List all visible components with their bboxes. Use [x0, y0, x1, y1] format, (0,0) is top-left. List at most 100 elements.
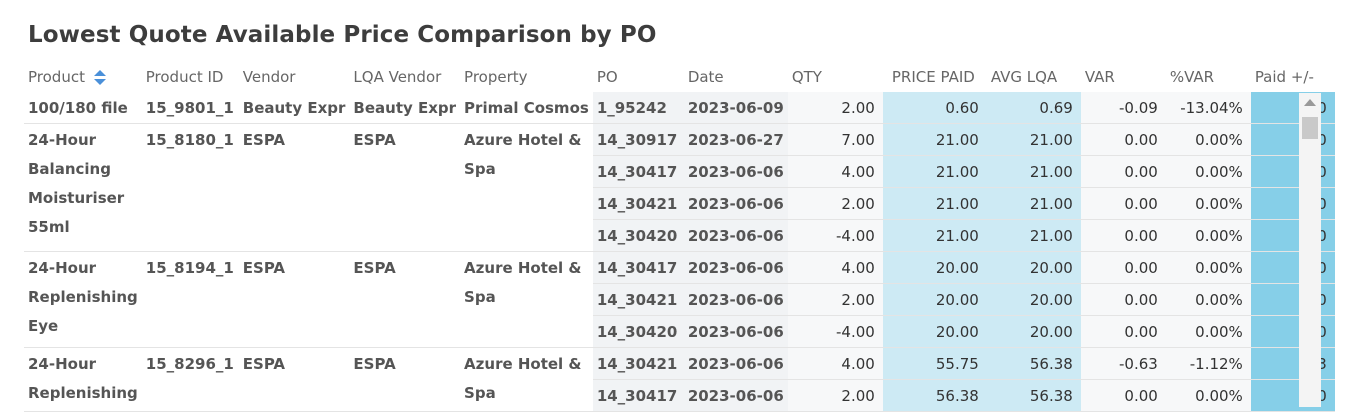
qty-cell: 4.00 [787, 156, 883, 188]
table-row[interactable]: 14_30420 2023-06-06 -4.00 20.00 20.00 0.00 0.0… [24, 316, 1335, 348]
col-header-pct-var[interactable]: %VAR [1169, 68, 1215, 86]
var-cell: 0.00 [1080, 220, 1166, 252]
product-id-cell: 15_8194_1 [141, 252, 239, 348]
scrollbar-thumb[interactable] [1302, 117, 1318, 139]
date-cell: 2023-06-06 [683, 380, 788, 412]
col-header-var[interactable]: VAR [1084, 68, 1115, 86]
product-cell: 24-Hour Balancing Moisturiser 55ml [24, 124, 142, 252]
avg-lqa-cell: 21.00 [986, 220, 1081, 252]
price-comparison-table: Product Product ID Vendor LQA Vendor Pro… [24, 62, 1335, 412]
table-body: 100/180 file 15_9801_1 Beauty Expr Beauty E… [24, 92, 1335, 412]
date-cell: 2023-06-06 [683, 284, 788, 316]
col-header-product-id[interactable]: Product ID [145, 68, 224, 86]
table-row[interactable]: 14_30420 2023-06-06 -4.00 21.00 21.00 0.00 0.0… [24, 220, 1335, 252]
table-row[interactable]: 100/180 file 15_9801_1 Beauty Expr Beauty E… [24, 92, 1335, 124]
header-row: Product Product ID Vendor LQA Vendor Pro… [24, 62, 1335, 92]
avg-lqa-cell: 21.00 [986, 188, 1081, 220]
price-paid-cell: 0.60 [882, 92, 987, 124]
vertical-scrollbar[interactable] [1299, 93, 1321, 407]
paid-cell: 0 [1250, 188, 1335, 220]
qty-cell: -4.00 [787, 220, 883, 252]
date-cell: 2023-06-09 [683, 92, 788, 124]
avg-lqa-cell: 20.00 [986, 284, 1081, 316]
var-cell: 0.00 [1080, 156, 1166, 188]
qty-cell: 2.00 [787, 380, 883, 412]
price-paid-cell: 21.00 [882, 220, 987, 252]
price-paid-cell: 20.00 [882, 284, 987, 316]
date-cell: 2023-06-06 [683, 220, 788, 252]
pct-var-cell: -1.12% [1165, 348, 1251, 380]
paid-cell: 0 [1250, 380, 1335, 412]
col-header-po[interactable]: PO [596, 68, 618, 86]
date-cell: 2023-06-06 [683, 252, 788, 284]
qty-cell: 4.00 [787, 348, 883, 380]
pct-var-cell: 0.00% [1165, 124, 1251, 156]
date-cell: 2023-06-06 [683, 348, 788, 380]
var-cell: 0.00 [1080, 284, 1166, 316]
po-cell: 14_30417 [592, 252, 684, 284]
avg-lqa-cell: 20.00 [986, 252, 1081, 284]
price-paid-cell: 20.00 [882, 316, 987, 348]
qty-cell: 2.00 [787, 188, 883, 220]
pct-var-cell: 0.00% [1165, 284, 1251, 316]
table-row[interactable]: 24-Hour Balancing Moisturiser 55ml 15_818… [24, 124, 1335, 252]
avg-lqa-cell: 56.38 [986, 380, 1081, 412]
vendor-cell: Beauty Expr [238, 92, 350, 124]
var-cell: 0.00 [1080, 380, 1166, 412]
price-paid-cell: 21.00 [882, 156, 987, 188]
var-cell: 0.00 [1080, 316, 1166, 348]
po-cell: 14_30421 [592, 348, 684, 380]
table-row[interactable]: 14_30421 2023-06-06 2.00 20.00 20.00 0.00 0.00… [24, 284, 1335, 316]
avg-lqa-cell: 20.00 [986, 316, 1081, 348]
pct-var-cell: 0.00% [1165, 188, 1251, 220]
po-cell: 1_95242 [592, 92, 684, 124]
table-row[interactable]: 24-Hour Replenishing 15_8296_1 ESPA ESPA Azu… [24, 348, 1335, 412]
property-cell: Primal Cosmos [460, 92, 593, 124]
qty-cell: 2.00 [787, 92, 883, 124]
vendor-cell: ESPA [238, 124, 350, 252]
col-header-avg-lqa[interactable]: AVG LQA [990, 68, 1058, 86]
avg-lqa-cell: 56.38 [986, 348, 1081, 380]
col-header-price-paid[interactable]: PRICE PAID [891, 68, 975, 86]
table-row[interactable]: 14_30421 2023-06-06 2.00 21.00 21.00 0.00 0.00… [24, 188, 1335, 220]
paid-cell: 0 [1250, 252, 1335, 284]
date-cell: 2023-06-06 [683, 188, 788, 220]
price-paid-cell: 56.38 [882, 380, 987, 412]
pct-var-cell: 0.00% [1165, 252, 1251, 284]
qty-cell: 4.00 [787, 252, 883, 284]
col-header-vendor[interactable]: Vendor [242, 68, 296, 86]
col-header-property[interactable]: Property [464, 68, 528, 86]
paid-cell: 0 [1250, 92, 1335, 124]
col-header-date[interactable]: Date [687, 68, 724, 86]
var-cell: -0.63 [1080, 348, 1166, 380]
table-row[interactable]: 24-Hour Replenishing Eye 15_8194_1 ESPA ESP… [24, 252, 1335, 348]
col-header-product[interactable]: Product [24, 62, 142, 92]
property-cell: Azure Hotel & Spa [460, 252, 593, 348]
pct-var-cell: 0.00% [1165, 220, 1251, 252]
price-paid-cell: 21.00 [882, 188, 987, 220]
paid-cell: 0 [1250, 156, 1335, 188]
var-cell: -0.09 [1080, 92, 1166, 124]
col-header-lqa-vendor[interactable]: LQA Vendor [353, 68, 442, 86]
paid-cell: 0 [1250, 220, 1335, 252]
pct-var-cell: 0.00% [1165, 316, 1251, 348]
scroll-up-arrow-icon[interactable] [1304, 99, 1316, 106]
vendor-cell: ESPA [238, 348, 350, 412]
product-cell: 100/180 file [24, 92, 142, 124]
product-cell: 24-Hour Replenishing Eye [24, 252, 142, 348]
sort-icon[interactable] [93, 69, 106, 86]
pct-var-cell: -13.04% [1165, 92, 1251, 124]
col-header-paid[interactable]: Paid +/- [1254, 68, 1314, 86]
po-cell: 14_30417 [592, 380, 684, 412]
col-header-qty[interactable]: QTY [791, 68, 822, 86]
var-cell: 0.00 [1080, 124, 1166, 156]
avg-lqa-cell: 21.00 [986, 124, 1081, 156]
property-cell: Azure Hotel & Spa [460, 124, 593, 252]
product-cell: 24-Hour Replenishing [24, 348, 142, 412]
po-cell: 14_30421 [592, 284, 684, 316]
paid-cell: 0 [1250, 284, 1335, 316]
lqa-vendor-cell: ESPA [349, 348, 461, 412]
po-cell: 14_30420 [592, 220, 684, 252]
po-cell: 14_30417 [592, 156, 684, 188]
